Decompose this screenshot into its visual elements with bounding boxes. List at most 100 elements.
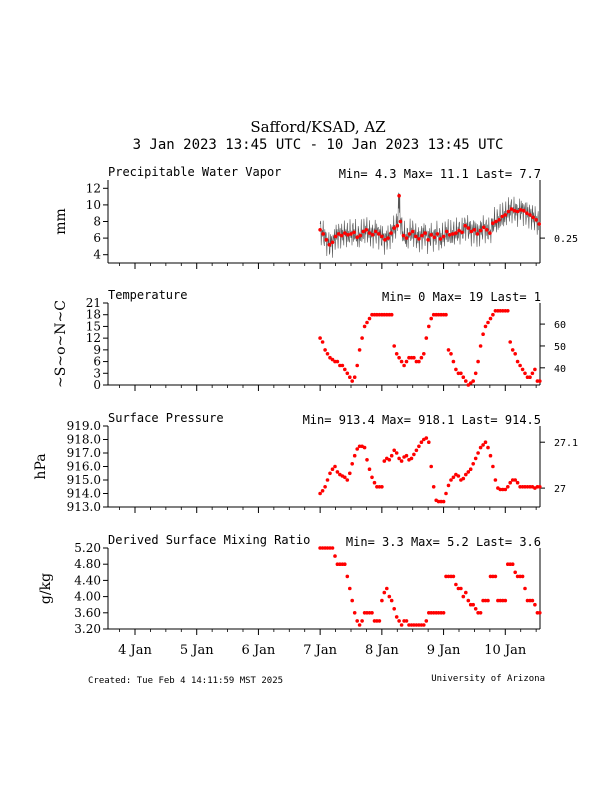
data-point	[510, 562, 515, 566]
y-tick-label: 9	[93, 343, 101, 357]
data-point	[427, 440, 431, 445]
data-point	[397, 194, 401, 198]
data-point	[488, 453, 493, 458]
data-point	[451, 475, 456, 480]
y-tick-label: 914.0	[67, 487, 101, 501]
data-point	[538, 611, 542, 615]
data-point	[407, 232, 412, 236]
data-point	[441, 499, 446, 504]
data-point	[386, 236, 390, 240]
data-point	[508, 562, 512, 566]
data-point	[419, 440, 424, 445]
data-point	[468, 602, 473, 607]
data-point	[491, 312, 495, 317]
data-point	[459, 586, 463, 591]
data-point	[473, 607, 478, 611]
data-point	[498, 598, 503, 603]
data-point	[350, 598, 355, 603]
y-tick-label: 8	[93, 215, 101, 229]
y-tick-label: 3	[93, 366, 101, 380]
data-point	[472, 228, 477, 232]
data-point	[357, 444, 362, 449]
data-point	[407, 623, 411, 627]
data-point	[365, 611, 369, 615]
data-point	[429, 233, 434, 237]
data-point	[509, 207, 514, 211]
data-point	[457, 228, 461, 233]
data-point	[481, 332, 485, 337]
data-point	[365, 320, 369, 325]
data-point	[520, 574, 525, 579]
data-point	[512, 208, 517, 213]
chart-subtitle: 3 Jan 2023 13:45 UTC - 10 Jan 2023 13:45…	[133, 137, 504, 153]
data-point	[367, 231, 372, 235]
data-point	[451, 232, 455, 236]
x-tick-label: 4 Jan	[118, 643, 152, 658]
data-point	[399, 359, 404, 364]
data-point	[402, 363, 406, 368]
data-point	[417, 444, 421, 449]
data-point	[444, 574, 448, 579]
data-point	[382, 459, 387, 463]
data-point	[404, 236, 409, 240]
panel-1: Precipitable Water Vapor Min= 4.3 Max= 11…	[53, 165, 578, 269]
data-point	[513, 570, 517, 575]
y-tick-label: 3.60	[74, 606, 101, 620]
panel-stats: Min= 4.3 Max= 11.1 Last= 7.7	[339, 167, 541, 181]
data-point	[350, 462, 355, 466]
data-point	[330, 240, 335, 245]
data-point	[380, 598, 384, 603]
data-point	[338, 363, 342, 368]
data-point	[367, 316, 372, 321]
data-point	[389, 312, 394, 317]
panel-2: Temperature Min= 0 Max= 19 Last= 1 ~S~o~N~…	[53, 288, 566, 392]
data-point	[513, 478, 517, 482]
data-point	[392, 226, 397, 230]
data-point	[383, 238, 387, 242]
y-tick-label: 917.0	[67, 446, 101, 460]
data-point	[486, 320, 490, 325]
data-point	[515, 359, 520, 364]
data-point	[438, 237, 443, 241]
data-point	[358, 233, 363, 238]
data-point	[461, 594, 466, 599]
data-point	[518, 208, 523, 212]
data-point	[449, 478, 453, 482]
data-point	[439, 312, 443, 317]
data-point	[397, 619, 401, 623]
right-tick-label: 40	[554, 364, 566, 375]
data-point	[525, 211, 529, 215]
data-point	[325, 352, 330, 356]
data-point	[468, 381, 473, 385]
data-point	[380, 485, 384, 489]
data-point	[333, 234, 338, 239]
data-point	[382, 312, 387, 317]
y-tick-label: 4	[93, 248, 101, 262]
data-point	[414, 359, 419, 364]
data-point	[463, 223, 468, 228]
data-point	[485, 228, 489, 232]
panel-title: Precipitable Water Vapor	[108, 165, 281, 179]
y-tick-label: 12	[86, 181, 101, 195]
data-point	[375, 312, 379, 317]
data-point	[343, 475, 347, 480]
data-point	[466, 226, 471, 230]
data-point	[335, 359, 340, 364]
data-point	[362, 445, 367, 450]
data-point	[345, 574, 350, 579]
data-point	[523, 485, 527, 489]
data-point	[432, 235, 437, 240]
y-tick-label: 918.0	[67, 433, 101, 447]
data-point	[409, 456, 414, 461]
data-point	[439, 499, 443, 504]
data-point	[456, 474, 461, 478]
data-point	[355, 619, 360, 623]
data-point	[325, 546, 330, 550]
data-point	[522, 208, 526, 213]
data-point	[397, 355, 401, 360]
chart-title: Safford/KSAD, AZ	[250, 118, 385, 136]
raw-trace-line	[319, 192, 539, 258]
data-point	[370, 312, 374, 317]
data-point	[361, 229, 366, 234]
data-point	[515, 209, 520, 214]
